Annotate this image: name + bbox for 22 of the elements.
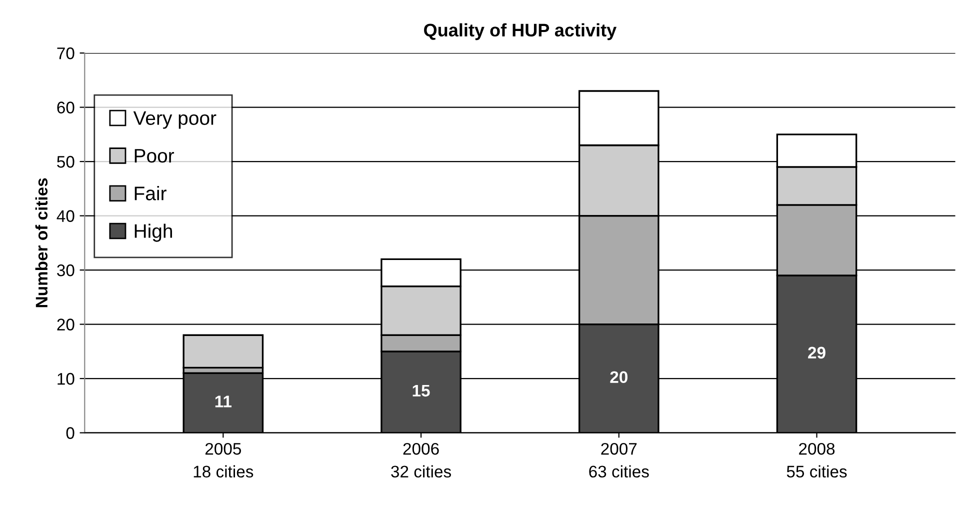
x-tick-label: 2007 63 cities <box>589 442 649 478</box>
y-tick-label: 0 <box>66 427 74 439</box>
x-tick-label: 2008 55 cities <box>786 442 847 478</box>
y-tick-label: 50 <box>57 156 74 168</box>
legend-label: Poor <box>134 149 174 163</box>
y-tick-label: 70 <box>57 47 74 60</box>
data-label: 11 <box>215 396 232 408</box>
data-label: 29 <box>808 346 826 359</box>
chart-title: Quality of HUP activity <box>424 23 617 40</box>
y-tick-label: 40 <box>56 210 74 222</box>
y-tick-label: 60 <box>57 102 74 114</box>
legend-label: High <box>134 224 172 242</box>
legend-label: Very poor <box>133 111 216 129</box>
y-axis-title: Number of cities <box>35 178 48 308</box>
x-tick-label: 2005 18 cities <box>194 442 254 478</box>
y-tick-label: 10 <box>58 372 74 385</box>
data-label: 15 <box>412 384 430 397</box>
legend-label: Fair <box>134 186 166 200</box>
x-tick-label: 2006 32 cities <box>391 442 451 478</box>
y-tick-label: 30 <box>57 264 74 276</box>
data-label: 20 <box>610 371 628 384</box>
y-tick-label: 20 <box>57 318 74 330</box>
